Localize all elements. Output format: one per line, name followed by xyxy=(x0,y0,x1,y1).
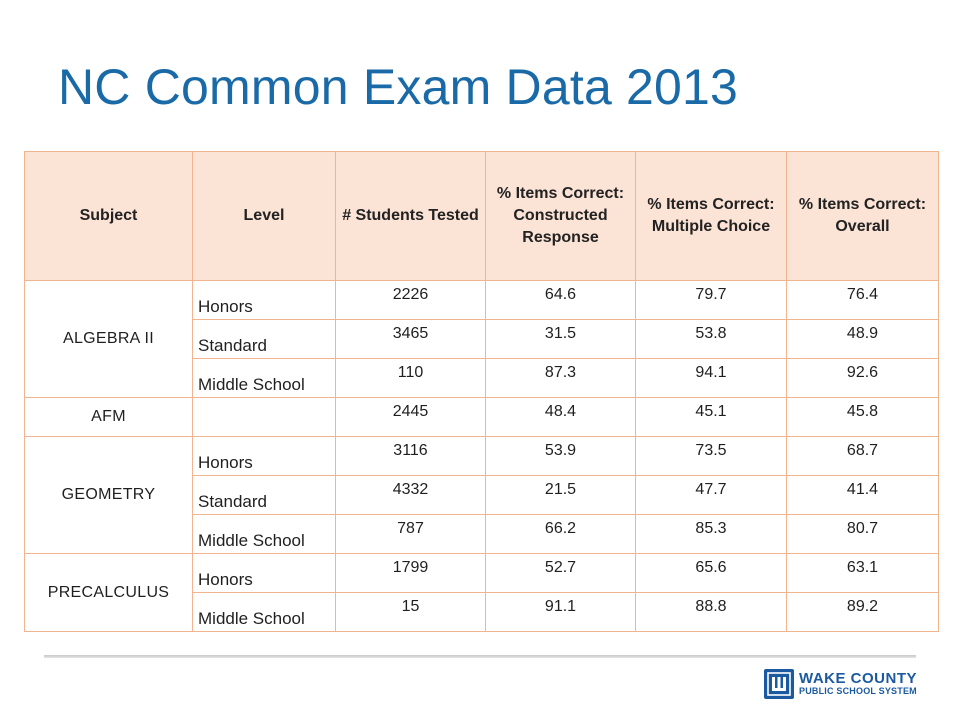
wcpss-logo: WAKE COUNTY PUBLIC SCHOOL SYSTEM xyxy=(764,667,917,701)
level-cell: Middle School xyxy=(192,358,336,398)
multiple-cell: 47.7 xyxy=(635,475,787,515)
multiple-cell: 79.7 xyxy=(635,280,787,320)
wcpss-logo-icon xyxy=(764,669,794,699)
header-multiple-choice: % Items Correct: Multiple Choice xyxy=(635,151,787,281)
subject-cell: ALGEBRA II xyxy=(24,280,193,398)
table-row: Middle School 15 91.1 88.8 89.2 xyxy=(25,592,939,632)
subject-cell: GEOMETRY xyxy=(24,436,193,554)
table-row: Middle School 110 87.3 94.1 92.6 xyxy=(25,358,939,398)
header-overall: % Items Correct: Overall xyxy=(786,151,939,281)
logo-line-2: PUBLIC SCHOOL SYSTEM xyxy=(799,686,917,696)
constructed-cell: 64.6 xyxy=(485,280,636,320)
header-subject: Subject xyxy=(24,151,193,281)
students-cell: 3465 xyxy=(335,319,486,359)
constructed-cell: 66.2 xyxy=(485,514,636,554)
table-row: Standard 3465 31.5 53.8 48.9 xyxy=(25,319,939,359)
overall-cell: 92.6 xyxy=(786,358,939,398)
overall-cell: 63.1 xyxy=(786,553,939,593)
table-header-row: Subject Level # Students Tested % Items … xyxy=(24,151,939,281)
header-level: Level xyxy=(192,151,336,281)
constructed-cell: 52.7 xyxy=(485,553,636,593)
multiple-cell: 85.3 xyxy=(635,514,787,554)
table-row: Middle School 787 66.2 85.3 80.7 xyxy=(25,514,939,554)
constructed-cell: 31.5 xyxy=(485,319,636,359)
page-title: NC Common Exam Data 2013 xyxy=(58,59,739,115)
table-row: PRECALCULUS Honors 1799 52.7 65.6 63.1 xyxy=(24,553,939,632)
constructed-cell: 21.5 xyxy=(485,475,636,515)
exam-data-table: Subject Level # Students Tested % Items … xyxy=(24,151,939,632)
table-row: ALGEBRA II Honors 2226 64.6 79.7 76.4 xyxy=(24,280,939,398)
multiple-cell: 88.8 xyxy=(635,592,787,632)
constructed-cell: 48.4 xyxy=(485,397,636,437)
table-row: Standard 4332 21.5 47.7 41.4 xyxy=(25,475,939,515)
overall-cell: 80.7 xyxy=(786,514,939,554)
overall-cell: 41.4 xyxy=(786,475,939,515)
constructed-cell: 87.3 xyxy=(485,358,636,398)
constructed-cell: 53.9 xyxy=(485,436,636,476)
multiple-cell: 45.1 xyxy=(635,397,787,437)
overall-cell: 48.9 xyxy=(786,319,939,359)
level-cell: Middle School xyxy=(192,514,336,554)
logo-line-1: WAKE COUNTY xyxy=(799,670,917,687)
students-cell: 4332 xyxy=(335,475,486,515)
overall-cell: 45.8 xyxy=(786,397,939,437)
level-cell: Honors xyxy=(192,553,336,593)
header-constructed-response: % Items Correct: Constructed Response xyxy=(485,151,636,281)
level-cell: Honors xyxy=(192,436,336,476)
students-cell: 110 xyxy=(335,358,486,398)
multiple-cell: 94.1 xyxy=(635,358,787,398)
students-cell: 3116 xyxy=(335,436,486,476)
students-cell: 1799 xyxy=(335,553,486,593)
subject-cell: PRECALCULUS xyxy=(24,553,193,632)
students-cell: 2226 xyxy=(335,280,486,320)
students-cell: 787 xyxy=(335,514,486,554)
overall-cell: 89.2 xyxy=(786,592,939,632)
students-cell: 2445 xyxy=(335,397,486,437)
level-cell: Middle School xyxy=(192,592,336,632)
multiple-cell: 65.6 xyxy=(635,553,787,593)
table-row: AFM 2445 48.4 45.1 45.8 xyxy=(24,397,939,437)
students-cell: 15 xyxy=(335,592,486,632)
subject-cell: AFM xyxy=(24,397,193,437)
multiple-cell: 53.8 xyxy=(635,319,787,359)
level-cell: Standard xyxy=(192,475,336,515)
footer-divider xyxy=(44,655,916,658)
overall-cell: 68.7 xyxy=(786,436,939,476)
level-cell: Honors xyxy=(192,280,336,320)
level-cell xyxy=(192,397,336,437)
overall-cell: 76.4 xyxy=(786,280,939,320)
table-row: GEOMETRY Honors 3116 53.9 73.5 68.7 xyxy=(24,436,939,554)
level-cell: Standard xyxy=(192,319,336,359)
constructed-cell: 91.1 xyxy=(485,592,636,632)
header-students-tested: # Students Tested xyxy=(335,151,486,281)
multiple-cell: 73.5 xyxy=(635,436,787,476)
